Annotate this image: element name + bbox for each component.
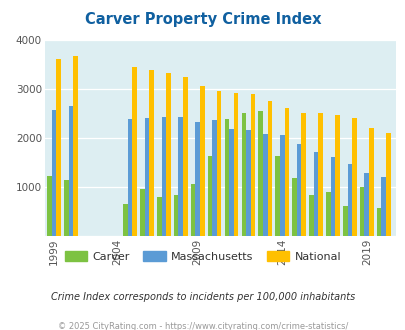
Bar <box>313 152 318 236</box>
Bar <box>173 195 178 236</box>
Bar <box>351 118 356 236</box>
Bar <box>241 113 245 236</box>
Bar <box>368 128 373 236</box>
Bar <box>128 119 132 236</box>
Bar <box>224 118 229 236</box>
Bar <box>73 56 77 236</box>
Bar <box>258 111 262 236</box>
Bar <box>200 86 204 236</box>
Bar <box>132 67 136 236</box>
Bar <box>195 121 200 236</box>
Bar <box>157 197 161 236</box>
Bar <box>275 156 279 236</box>
Bar <box>216 91 221 236</box>
Bar <box>364 173 368 236</box>
Bar <box>284 108 288 236</box>
Bar <box>56 59 61 236</box>
Bar <box>51 110 56 236</box>
Bar <box>325 192 330 236</box>
Bar <box>335 115 339 236</box>
Bar <box>68 106 73 236</box>
Bar <box>309 195 313 236</box>
Bar <box>292 178 296 236</box>
Bar <box>166 74 170 236</box>
Bar <box>207 156 212 236</box>
Bar <box>144 118 149 236</box>
Bar <box>250 94 255 236</box>
Bar <box>347 164 351 236</box>
Bar <box>161 117 166 236</box>
Text: © 2025 CityRating.com - https://www.cityrating.com/crime-statistics/: © 2025 CityRating.com - https://www.city… <box>58 322 347 330</box>
Bar <box>64 181 68 236</box>
Bar <box>342 206 347 236</box>
Bar <box>178 117 183 236</box>
Bar <box>245 130 250 236</box>
Bar <box>330 157 335 236</box>
Bar <box>140 189 144 236</box>
Bar <box>267 101 271 236</box>
Bar <box>229 129 233 236</box>
Bar <box>318 113 322 236</box>
Bar <box>301 113 305 236</box>
Bar <box>183 77 187 236</box>
Bar <box>123 204 128 236</box>
Bar <box>47 176 51 236</box>
Bar <box>212 120 216 236</box>
Bar <box>380 177 385 236</box>
Legend: Carver, Massachusetts, National: Carver, Massachusetts, National <box>60 247 345 267</box>
Text: Carver Property Crime Index: Carver Property Crime Index <box>85 12 320 26</box>
Bar <box>262 134 267 236</box>
Bar <box>190 184 195 236</box>
Bar <box>385 133 390 236</box>
Text: Crime Index corresponds to incidents per 100,000 inhabitants: Crime Index corresponds to incidents per… <box>51 292 354 302</box>
Bar <box>376 208 380 236</box>
Bar <box>359 187 364 236</box>
Bar <box>296 144 301 236</box>
Bar <box>233 93 238 236</box>
Bar <box>149 70 153 236</box>
Bar <box>279 135 284 236</box>
